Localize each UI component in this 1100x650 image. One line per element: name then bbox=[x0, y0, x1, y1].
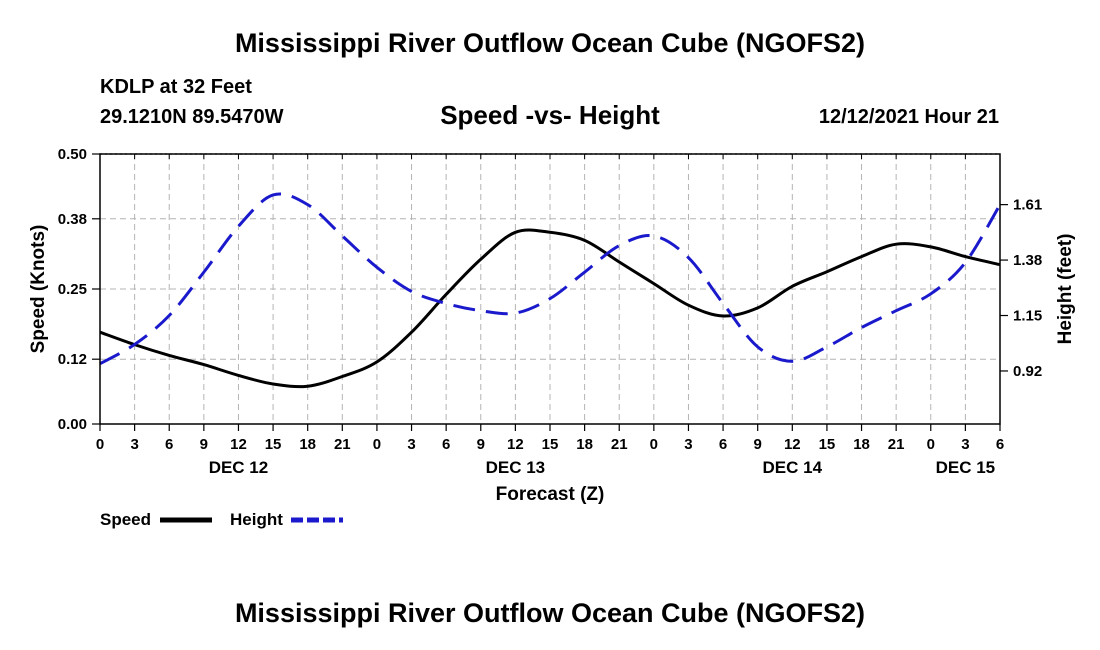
x-tick-label: 12 bbox=[507, 436, 524, 453]
chart-subtitle: Speed -vs- Height bbox=[440, 100, 660, 130]
x-tick-label: 12 bbox=[230, 436, 247, 453]
date-label: DEC 15 bbox=[936, 458, 996, 477]
x-tick-label: 18 bbox=[299, 436, 316, 453]
x-tick-label: 21 bbox=[888, 436, 905, 453]
y2-axis-label: Height (feet) bbox=[1055, 234, 1076, 345]
x-tick-label: 3 bbox=[407, 436, 415, 453]
y2-tick-label: 1.15 bbox=[1013, 308, 1042, 325]
y-tick-label: 0.12 bbox=[58, 351, 87, 368]
x-tick-label: 0 bbox=[373, 436, 381, 453]
x-tick-label: 0 bbox=[650, 436, 658, 453]
x-tick-label: 21 bbox=[611, 436, 628, 453]
date-label: DEC 13 bbox=[486, 458, 546, 477]
series-line-speed bbox=[99, 228, 1001, 389]
chart-title: Mississippi River Outflow Ocean Cube (NG… bbox=[234, 28, 866, 58]
y2-tick-label: 1.61 bbox=[1013, 197, 1042, 214]
series-layer bbox=[99, 192, 1002, 389]
x-tick-label: 6 bbox=[165, 436, 173, 453]
date-label: DEC 12 bbox=[209, 458, 269, 477]
y-axis-label: Speed (Knots) bbox=[28, 225, 49, 354]
x-tick-label: 3 bbox=[684, 436, 692, 453]
x-tick-label: 18 bbox=[853, 436, 870, 453]
y-tick-label: 0.00 bbox=[58, 416, 87, 433]
grid-layer bbox=[100, 153, 1000, 424]
coordinates-label: 29.1210N 89.5470W bbox=[100, 106, 284, 128]
x-tick-label: 15 bbox=[819, 436, 836, 453]
y-tick-label: 0.38 bbox=[58, 211, 87, 228]
x-tick-label: 18 bbox=[576, 436, 593, 453]
y2-tick-label: 1.38 bbox=[1013, 252, 1042, 269]
y2-tick-label: 0.92 bbox=[1013, 363, 1042, 380]
x-tick-label: 21 bbox=[334, 436, 351, 453]
x-tick-label: 6 bbox=[442, 436, 450, 453]
x-tick-label: 15 bbox=[542, 436, 559, 453]
x-tick-label: 0 bbox=[927, 436, 935, 453]
x-tick-label: 6 bbox=[719, 436, 727, 453]
x-tick-label: 3 bbox=[961, 436, 969, 453]
axis-layer: 0 3 6 9 12 15 18 21 0 3 6 9 12 15 18 21 0 3 6 9 12 15 18 21 0 3 6 0… bbox=[58, 146, 1042, 477]
x-axis-label: Forecast (Z) bbox=[496, 484, 605, 505]
series-line-height bbox=[99, 192, 1002, 366]
station-label: KDLP at 32 Feet bbox=[100, 76, 252, 98]
legend-label-height: Height bbox=[230, 510, 283, 529]
legend: Speed Height bbox=[100, 510, 343, 529]
date-label: DEC 14 bbox=[763, 458, 823, 477]
x-tick-label: 9 bbox=[200, 436, 208, 453]
y-tick-label: 0.25 bbox=[58, 281, 87, 298]
x-tick-label: 15 bbox=[265, 436, 282, 453]
x-tick-label: 9 bbox=[477, 436, 485, 453]
x-tick-label: 0 bbox=[96, 436, 104, 453]
x-tick-label: 3 bbox=[130, 436, 138, 453]
x-tick-label: 6 bbox=[996, 436, 1004, 453]
forecast-datetime: 12/12/2021 Hour 21 bbox=[818, 106, 999, 128]
y-tick-label: 0.50 bbox=[58, 146, 87, 163]
x-tick-label: 12 bbox=[784, 436, 801, 453]
footer-title: Mississippi River Outflow Ocean Cube (NG… bbox=[234, 598, 866, 628]
x-tick-label: 9 bbox=[754, 436, 762, 453]
legend-label-speed: Speed bbox=[100, 510, 151, 529]
